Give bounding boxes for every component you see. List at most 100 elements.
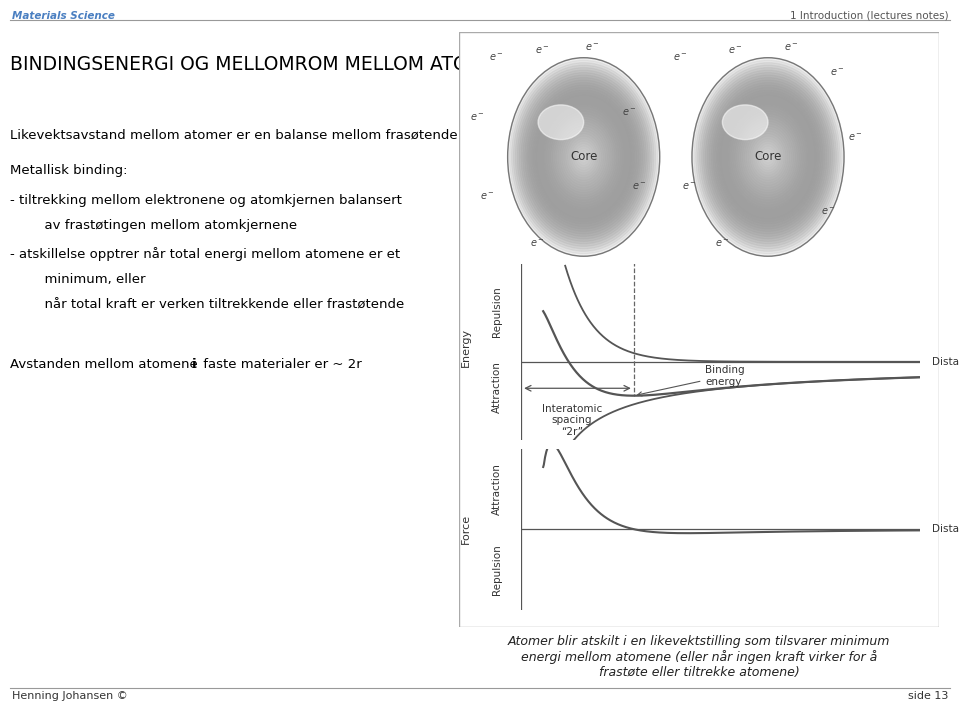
Text: Core: Core [570, 150, 597, 164]
Ellipse shape [722, 97, 814, 216]
Ellipse shape [720, 95, 815, 219]
Ellipse shape [541, 102, 626, 211]
Text: Binding
energy: Binding energy [637, 365, 745, 396]
Ellipse shape [737, 117, 799, 196]
Ellipse shape [538, 97, 630, 216]
Text: BINDINGSENERGI OG MELLOMROM MELLOM ATOMER: BINDINGSENERGI OG MELLOMROM MELLOM ATOME… [10, 55, 509, 74]
Ellipse shape [722, 105, 768, 140]
Ellipse shape [514, 65, 654, 249]
Ellipse shape [555, 120, 612, 194]
Ellipse shape [753, 137, 783, 177]
Text: i: i [192, 358, 196, 371]
Ellipse shape [745, 127, 791, 186]
Ellipse shape [728, 105, 808, 209]
Ellipse shape [547, 110, 620, 204]
Ellipse shape [510, 60, 658, 254]
Ellipse shape [702, 70, 834, 244]
Ellipse shape [561, 127, 607, 186]
Ellipse shape [563, 130, 605, 184]
Ellipse shape [553, 117, 614, 196]
Text: faste materialer er ~ 2r: faste materialer er ~ 2r [200, 358, 362, 371]
Text: Repulsion: Repulsion [492, 286, 502, 337]
Ellipse shape [766, 155, 770, 160]
Ellipse shape [730, 107, 806, 206]
Ellipse shape [719, 92, 817, 221]
Ellipse shape [713, 85, 823, 229]
Text: Attraction: Attraction [492, 361, 502, 413]
Ellipse shape [743, 125, 793, 189]
Text: $e^-$: $e^-$ [829, 67, 845, 78]
Ellipse shape [726, 102, 810, 211]
Ellipse shape [751, 135, 785, 179]
Ellipse shape [717, 90, 819, 224]
Text: $e^-$: $e^-$ [535, 45, 550, 56]
Ellipse shape [732, 110, 804, 204]
Ellipse shape [580, 152, 588, 162]
Ellipse shape [741, 122, 795, 191]
Text: Henning Johansen ©: Henning Johansen © [12, 691, 128, 701]
Text: Likevektsavstand mellom atomer er en balanse mellom frasøtende og tiltrekkende k: Likevektsavstand mellom atomer er en bal… [10, 129, 614, 142]
Ellipse shape [545, 107, 622, 206]
Ellipse shape [715, 87, 821, 226]
Ellipse shape [749, 132, 787, 182]
Text: Repulsion: Repulsion [492, 544, 502, 595]
Ellipse shape [572, 142, 595, 172]
Text: $e^-$: $e^-$ [714, 238, 730, 250]
Ellipse shape [521, 75, 646, 239]
Ellipse shape [525, 80, 642, 234]
Ellipse shape [508, 57, 660, 256]
Text: Metallisk binding:: Metallisk binding: [10, 164, 127, 177]
Ellipse shape [708, 77, 828, 236]
Ellipse shape [576, 147, 591, 167]
Ellipse shape [758, 145, 778, 169]
Ellipse shape [540, 100, 628, 214]
Ellipse shape [760, 147, 776, 167]
Ellipse shape [704, 72, 832, 241]
Text: Distance: Distance [931, 357, 960, 367]
Text: minimum, eller: minimum, eller [36, 273, 146, 286]
Text: $e^-$: $e^-$ [729, 45, 743, 56]
Ellipse shape [582, 155, 586, 160]
Ellipse shape [694, 60, 842, 254]
Ellipse shape [549, 112, 618, 201]
Ellipse shape [698, 65, 838, 249]
Ellipse shape [519, 72, 648, 241]
Ellipse shape [709, 80, 827, 234]
Ellipse shape [756, 142, 780, 172]
Text: - tiltrekking mellom elektronene og atomkjernen balansert: - tiltrekking mellom elektronene og atom… [10, 194, 401, 206]
Text: $e^-$: $e^-$ [622, 107, 637, 118]
Text: $e^-$: $e^-$ [530, 238, 545, 250]
Ellipse shape [531, 87, 636, 226]
Ellipse shape [578, 150, 589, 164]
Text: Attraction: Attraction [492, 463, 502, 515]
Ellipse shape [543, 105, 624, 209]
Ellipse shape [739, 120, 797, 194]
Text: av frastøtingen mellom atomkjernene: av frastøtingen mellom atomkjernene [36, 219, 298, 233]
Ellipse shape [537, 95, 632, 219]
Ellipse shape [557, 122, 611, 191]
Text: $e^-$: $e^-$ [683, 182, 697, 192]
Text: $e^-$: $e^-$ [479, 191, 494, 202]
Text: $e^-$: $e^-$ [848, 132, 863, 143]
Ellipse shape [692, 57, 844, 256]
Text: når total kraft er verken tiltrekkende eller frastøtende: når total kraft er verken tiltrekkende e… [36, 298, 404, 312]
Ellipse shape [574, 145, 593, 169]
Text: $e^-$: $e^-$ [632, 182, 646, 192]
Ellipse shape [568, 137, 599, 177]
Ellipse shape [711, 82, 825, 231]
Text: Energy: Energy [461, 328, 470, 367]
Ellipse shape [747, 130, 789, 184]
Ellipse shape [527, 82, 640, 231]
Text: $e^-$: $e^-$ [470, 112, 485, 123]
Text: $e^-$: $e^-$ [673, 52, 688, 63]
Ellipse shape [566, 135, 601, 179]
FancyBboxPatch shape [459, 32, 939, 627]
Ellipse shape [696, 62, 840, 251]
Ellipse shape [700, 67, 836, 246]
Text: Materials Science: Materials Science [12, 11, 114, 21]
Ellipse shape [570, 140, 597, 174]
Text: $e^-$: $e^-$ [821, 206, 835, 217]
Text: Core: Core [755, 150, 781, 164]
Text: $e^-$: $e^-$ [489, 52, 504, 63]
Ellipse shape [535, 92, 633, 221]
